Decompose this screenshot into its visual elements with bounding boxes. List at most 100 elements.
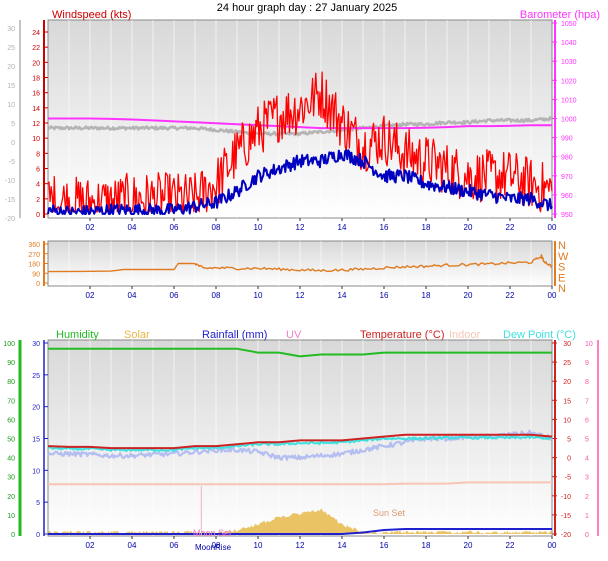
wind-average-line <box>47 149 553 215</box>
rain-axis-label: 20 <box>32 405 40 412</box>
wind-axis-label: 14 <box>32 106 40 113</box>
x-tick-label: 16 <box>380 223 389 232</box>
wind-axis-label: 22 <box>32 45 40 52</box>
compass-label: W <box>558 251 569 263</box>
humidity-axis-label: 10 <box>7 513 15 520</box>
x-tick-label: 12 <box>296 291 305 300</box>
x-tick-label: 14 <box>338 223 347 232</box>
compass-label: N <box>558 240 566 252</box>
wind-barometer-panel: 02 04 06 08 10 12 14 16 18 20 22 002422201816141210… <box>5 9 600 232</box>
grey-axis-label: 0 <box>11 140 15 147</box>
chart-title: 24 hour graph day : 27 January 2025 <box>217 2 397 14</box>
x-tick-label: 08 <box>212 541 221 550</box>
grey-axis-label: 10 <box>7 102 15 109</box>
rain-axis-label: 25 <box>32 373 40 380</box>
uv-axis-label: 7 <box>585 398 589 405</box>
x-tick-label: 04 <box>128 223 137 232</box>
humidity-line <box>48 347 552 358</box>
legend-entry: UV <box>286 329 302 341</box>
x-tick-label: 22 <box>506 291 515 300</box>
temp-axis-label: 20 <box>563 379 571 386</box>
humidity-axis-label: 80 <box>7 379 15 386</box>
humidity-axis-label: 100 <box>3 341 15 348</box>
x-tick-label: 00 <box>548 291 557 300</box>
uv-axis-label: 3 <box>585 475 589 482</box>
x-tick-label: 22 <box>506 541 515 550</box>
grey-axis-label: -20 <box>5 216 15 223</box>
temp-axis-label: 0 <box>567 456 571 463</box>
baro-axis-label: 990 <box>561 136 573 143</box>
baro-axis-label: 970 <box>561 174 573 181</box>
direction-axis-label: 90 <box>32 271 40 278</box>
humidity-axis-label: 70 <box>7 398 15 405</box>
direction-axis-label: 360 <box>28 242 40 249</box>
x-tick-label: 06 <box>170 291 179 300</box>
baro-axis-label: 1020 <box>561 78 577 85</box>
direction-axis-label: 270 <box>28 252 40 259</box>
x-tick-label: 16 <box>380 291 389 300</box>
rainfall-line <box>48 528 552 535</box>
humidity-axis-label: 0 <box>11 532 15 539</box>
x-tick-label: 12 <box>296 541 305 550</box>
grey-axis-label: 25 <box>7 45 15 52</box>
temp-axis-label: 5 <box>567 437 571 444</box>
temp-axis-label: 10 <box>563 417 571 424</box>
grey-axis-label: 5 <box>11 121 15 128</box>
x-tick-label: 00 <box>548 223 557 232</box>
rain-axis-label: 10 <box>32 468 40 475</box>
wind-axis-label: 2 <box>36 197 40 204</box>
direction-axis-label: 180 <box>28 262 40 269</box>
x-tick-label: 02 <box>86 291 95 300</box>
moon-set-label: Moon Set <box>193 528 232 538</box>
x-tick-label: 10 <box>254 291 263 300</box>
temp-axis-label: -5 <box>565 475 571 482</box>
x-tick-label: 12 <box>296 223 305 232</box>
grey-axis-label: -15 <box>5 197 15 204</box>
humidity-axis-label: 90 <box>7 360 15 367</box>
wind-axis-label: 16 <box>32 91 40 98</box>
x-tick-label: 14 <box>338 291 347 300</box>
x-tick-label: 22 <box>506 223 515 232</box>
wind-gust-line <box>47 71 553 213</box>
x-tick-label: 10 <box>254 223 263 232</box>
baro-axis-label: 980 <box>561 155 573 162</box>
grey-axis-label: 20 <box>7 64 15 71</box>
rain-axis-label: 5 <box>36 500 40 507</box>
grey-axis-label: 15 <box>7 83 15 90</box>
uv-axis-label: 6 <box>585 417 589 424</box>
temp-axis-label: 30 <box>563 341 571 348</box>
grey-axis-label: -5 <box>9 159 15 166</box>
x-tick-label: 20 <box>464 223 473 232</box>
baro-axis-label: 950 <box>561 212 573 219</box>
wind-axis-label: 18 <box>32 76 40 83</box>
wind-axis-label: 20 <box>32 60 40 67</box>
uv-axis-label: 1 <box>585 513 589 520</box>
uv-axis-label: 2 <box>585 494 589 501</box>
baro-axis-label: 1030 <box>561 59 577 66</box>
legend-entry: Dew Point (°C) <box>503 329 576 341</box>
wind-axis-label: 12 <box>32 121 40 128</box>
sun-set-label: Sun Set <box>373 508 406 518</box>
direction-axis-label: 0 <box>36 281 40 288</box>
compass-label: N <box>558 283 566 295</box>
humidity-axis-label: 20 <box>7 494 15 501</box>
humidity-axis-label: 40 <box>7 456 15 463</box>
x-tick-label: 08 <box>212 291 221 300</box>
uv-axis-label: 10 <box>585 341 593 348</box>
temp-axis-label: 15 <box>563 398 571 405</box>
dew-point-line <box>47 435 553 452</box>
x-tick-label: 00 <box>548 541 557 550</box>
humidity-axis-label: 60 <box>7 417 15 424</box>
uv-axis-label: 8 <box>585 379 589 386</box>
baro-axis-label: 1010 <box>561 97 577 104</box>
barometer-axis-title: Barometer (hpa) <box>520 9 600 21</box>
humidity-axis-label: 30 <box>7 475 15 482</box>
x-tick-label: 08 <box>212 223 221 232</box>
wind-axis-label: 6 <box>36 167 40 174</box>
legend-entry: Temperature (°C) <box>360 329 444 341</box>
legend-entry: Indoor <box>449 329 481 341</box>
uv-axis-label: 0 <box>585 532 589 539</box>
x-tick-label: 18 <box>422 223 431 232</box>
barometer-line <box>48 117 552 130</box>
